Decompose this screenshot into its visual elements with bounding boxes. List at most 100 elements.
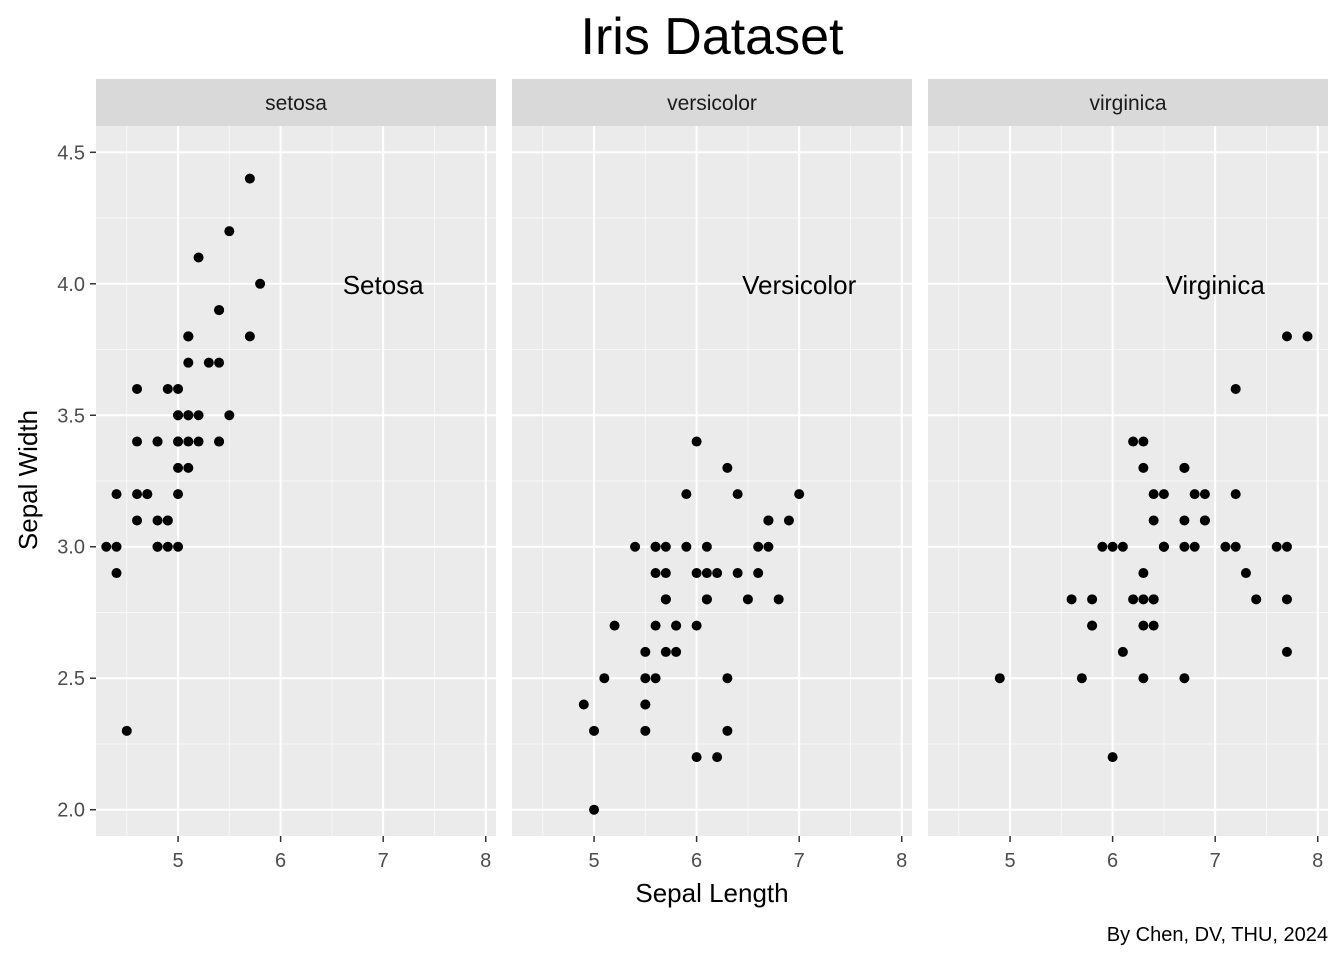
y-tick-label: 2.0 [57,800,85,822]
data-point-versicolor [691,752,702,763]
data-point-versicolor [660,568,671,579]
x-tick-label: 6 [275,850,286,872]
data-point-setosa [224,410,235,421]
y-tick-label: 4.0 [57,274,85,296]
data-point-setosa [183,462,194,473]
data-point-versicolor [722,725,733,736]
data-point-versicolor [763,515,774,526]
data-point-virginica [1281,646,1292,657]
data-point-versicolor [794,489,805,500]
data-point-virginica [1179,515,1190,526]
data-point-virginica [1240,568,1251,579]
panel-annotation: Virginica [1166,270,1266,300]
data-point-setosa [152,515,163,526]
data-point-versicolor [722,673,733,684]
data-point-versicolor [650,620,661,631]
data-point-versicolor [701,594,712,605]
data-point-virginica [1148,594,1159,605]
data-point-virginica [1281,331,1292,342]
data-point-virginica [1066,594,1077,605]
x-tick-label: 8 [1312,850,1323,872]
data-point-virginica [1189,489,1200,500]
panel-annotation: Setosa [343,270,424,300]
data-point-versicolor [773,594,784,605]
data-point-versicolor [783,515,794,526]
data-point-virginica [1189,541,1200,552]
data-point-setosa [203,357,214,368]
y-tick-label: 3.5 [57,405,85,427]
data-point-versicolor [671,620,682,631]
facet-panel-setosa: setosa 5 6 7 8 Setosa [96,79,496,872]
data-point-setosa [173,541,184,552]
data-point-versicolor [712,752,723,763]
data-point-setosa [173,410,184,421]
data-point-versicolor [650,673,661,684]
data-point-versicolor [712,568,723,579]
data-point-virginica [1107,541,1118,552]
data-point-virginica [1138,673,1149,684]
chart-title: Iris Dataset [581,8,845,66]
x-tick-label: 7 [794,850,805,872]
data-point-versicolor [599,673,610,684]
x-tick-label: 8 [896,850,907,872]
data-point-versicolor [660,594,671,605]
data-point-setosa [214,357,225,368]
data-point-versicolor [732,568,743,579]
data-point-setosa [111,541,122,552]
data-point-virginica [1128,594,1139,605]
data-point-setosa [111,489,122,500]
x-tick-label: 7 [1210,850,1221,872]
facet-panel-versicolor: versicolor 5 6 7 8 Versicolor [512,79,912,872]
data-point-setosa [132,436,143,447]
data-point-virginica [1199,515,1210,526]
data-point-virginica [1302,331,1313,342]
data-point-virginica [1148,620,1159,631]
data-point-virginica [1087,594,1098,605]
data-point-versicolor [650,541,661,552]
data-point-versicolor [732,489,743,500]
facet-strip-label: setosa [265,92,327,115]
panel-annotation: Versicolor [742,270,856,300]
x-tick-label: 6 [1107,850,1118,872]
data-point-setosa [183,436,194,447]
facet-strip-bg [928,79,1328,126]
data-point-versicolor [640,646,651,657]
data-point-virginica [1281,594,1292,605]
data-point-versicolor [753,568,764,579]
data-point-virginica [1117,646,1128,657]
data-point-setosa [183,331,194,342]
data-point-versicolor [589,725,600,736]
data-point-virginica [1230,489,1241,500]
data-point-versicolor [660,646,671,657]
data-point-versicolor [691,568,702,579]
data-point-setosa [173,436,184,447]
data-point-virginica [1138,436,1149,447]
data-point-versicolor [753,541,764,552]
data-point-setosa [152,541,163,552]
data-point-versicolor [578,699,589,710]
data-point-virginica [1179,541,1190,552]
data-point-versicolor [681,541,692,552]
x-tick-label: 6 [691,850,702,872]
facet-panel-virginica: virginica 5 6 7 8 Virginica [928,79,1328,872]
data-point-setosa [132,383,143,394]
data-point-setosa [162,383,173,394]
x-tick-label: 5 [588,850,599,872]
y-axis-label: Sepal Width [13,410,43,550]
data-point-virginica [1271,541,1282,552]
facet-strip-label: virginica [1089,92,1166,115]
data-point-versicolor [701,541,712,552]
data-point-setosa [193,410,204,421]
facet-strip-bg [512,79,912,126]
data-point-versicolor [701,568,712,579]
data-point-virginica [1148,515,1159,526]
data-point-versicolor [609,620,620,631]
data-point-setosa [214,436,225,447]
data-point-versicolor [742,594,753,605]
data-point-virginica [1199,489,1210,500]
data-point-virginica [1179,462,1190,473]
data-point-setosa [224,226,235,237]
x-axis-label: Sepal Length [635,878,788,908]
data-point-setosa [244,331,255,342]
data-point-versicolor [660,541,671,552]
